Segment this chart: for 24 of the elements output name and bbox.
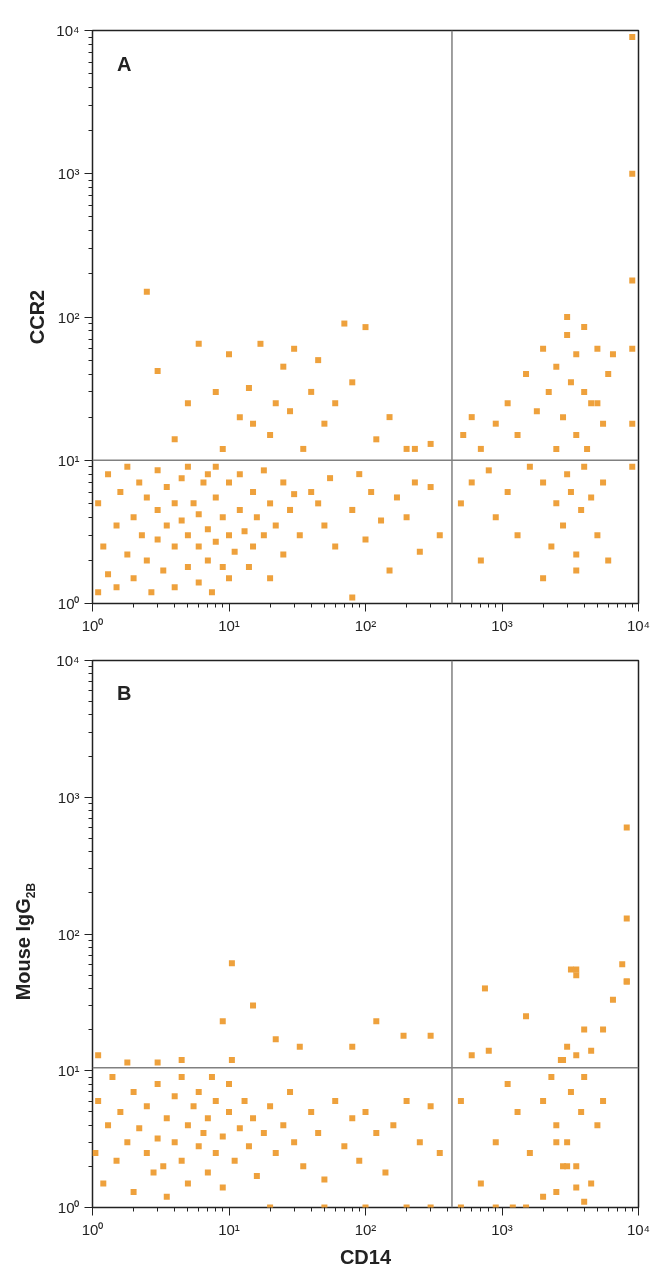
y-tick-label: 10¹ bbox=[57, 1062, 80, 1080]
x-tick-label: 10³ bbox=[491, 616, 513, 634]
y-tick-label: 10² bbox=[57, 308, 80, 326]
y-tick-label: 10⁴ bbox=[56, 22, 80, 39]
x-tick-label: 10⁰ bbox=[81, 616, 104, 634]
y-tick-label: 10² bbox=[57, 925, 80, 943]
y-axis-title: CCR2 bbox=[26, 289, 49, 345]
x-tick-label: 10⁴ bbox=[626, 616, 650, 634]
x-tick-label: 10¹ bbox=[218, 616, 240, 634]
y-tick-label: 10⁰ bbox=[57, 595, 80, 612]
x-axis-title: CD14 bbox=[339, 1245, 392, 1268]
x-tick-label: 10⁰ bbox=[81, 1220, 104, 1238]
y-tick-label: 10¹ bbox=[57, 451, 80, 469]
text: B bbox=[117, 682, 132, 705]
x-tick-label: 10² bbox=[354, 616, 377, 634]
y-tick-label: 10³ bbox=[57, 788, 80, 806]
text: A bbox=[117, 53, 132, 76]
x-tick-label: 10¹ bbox=[218, 1220, 240, 1238]
y-tick-label: 10⁰ bbox=[57, 1199, 80, 1216]
x-tick-label: 10² bbox=[354, 1220, 377, 1238]
y-tick-label: 10⁴ bbox=[56, 652, 80, 669]
x-tick-label: 10⁴ bbox=[626, 1220, 650, 1238]
y-tick-label: 10³ bbox=[57, 165, 80, 183]
x-tick-label: 10³ bbox=[491, 1220, 513, 1238]
